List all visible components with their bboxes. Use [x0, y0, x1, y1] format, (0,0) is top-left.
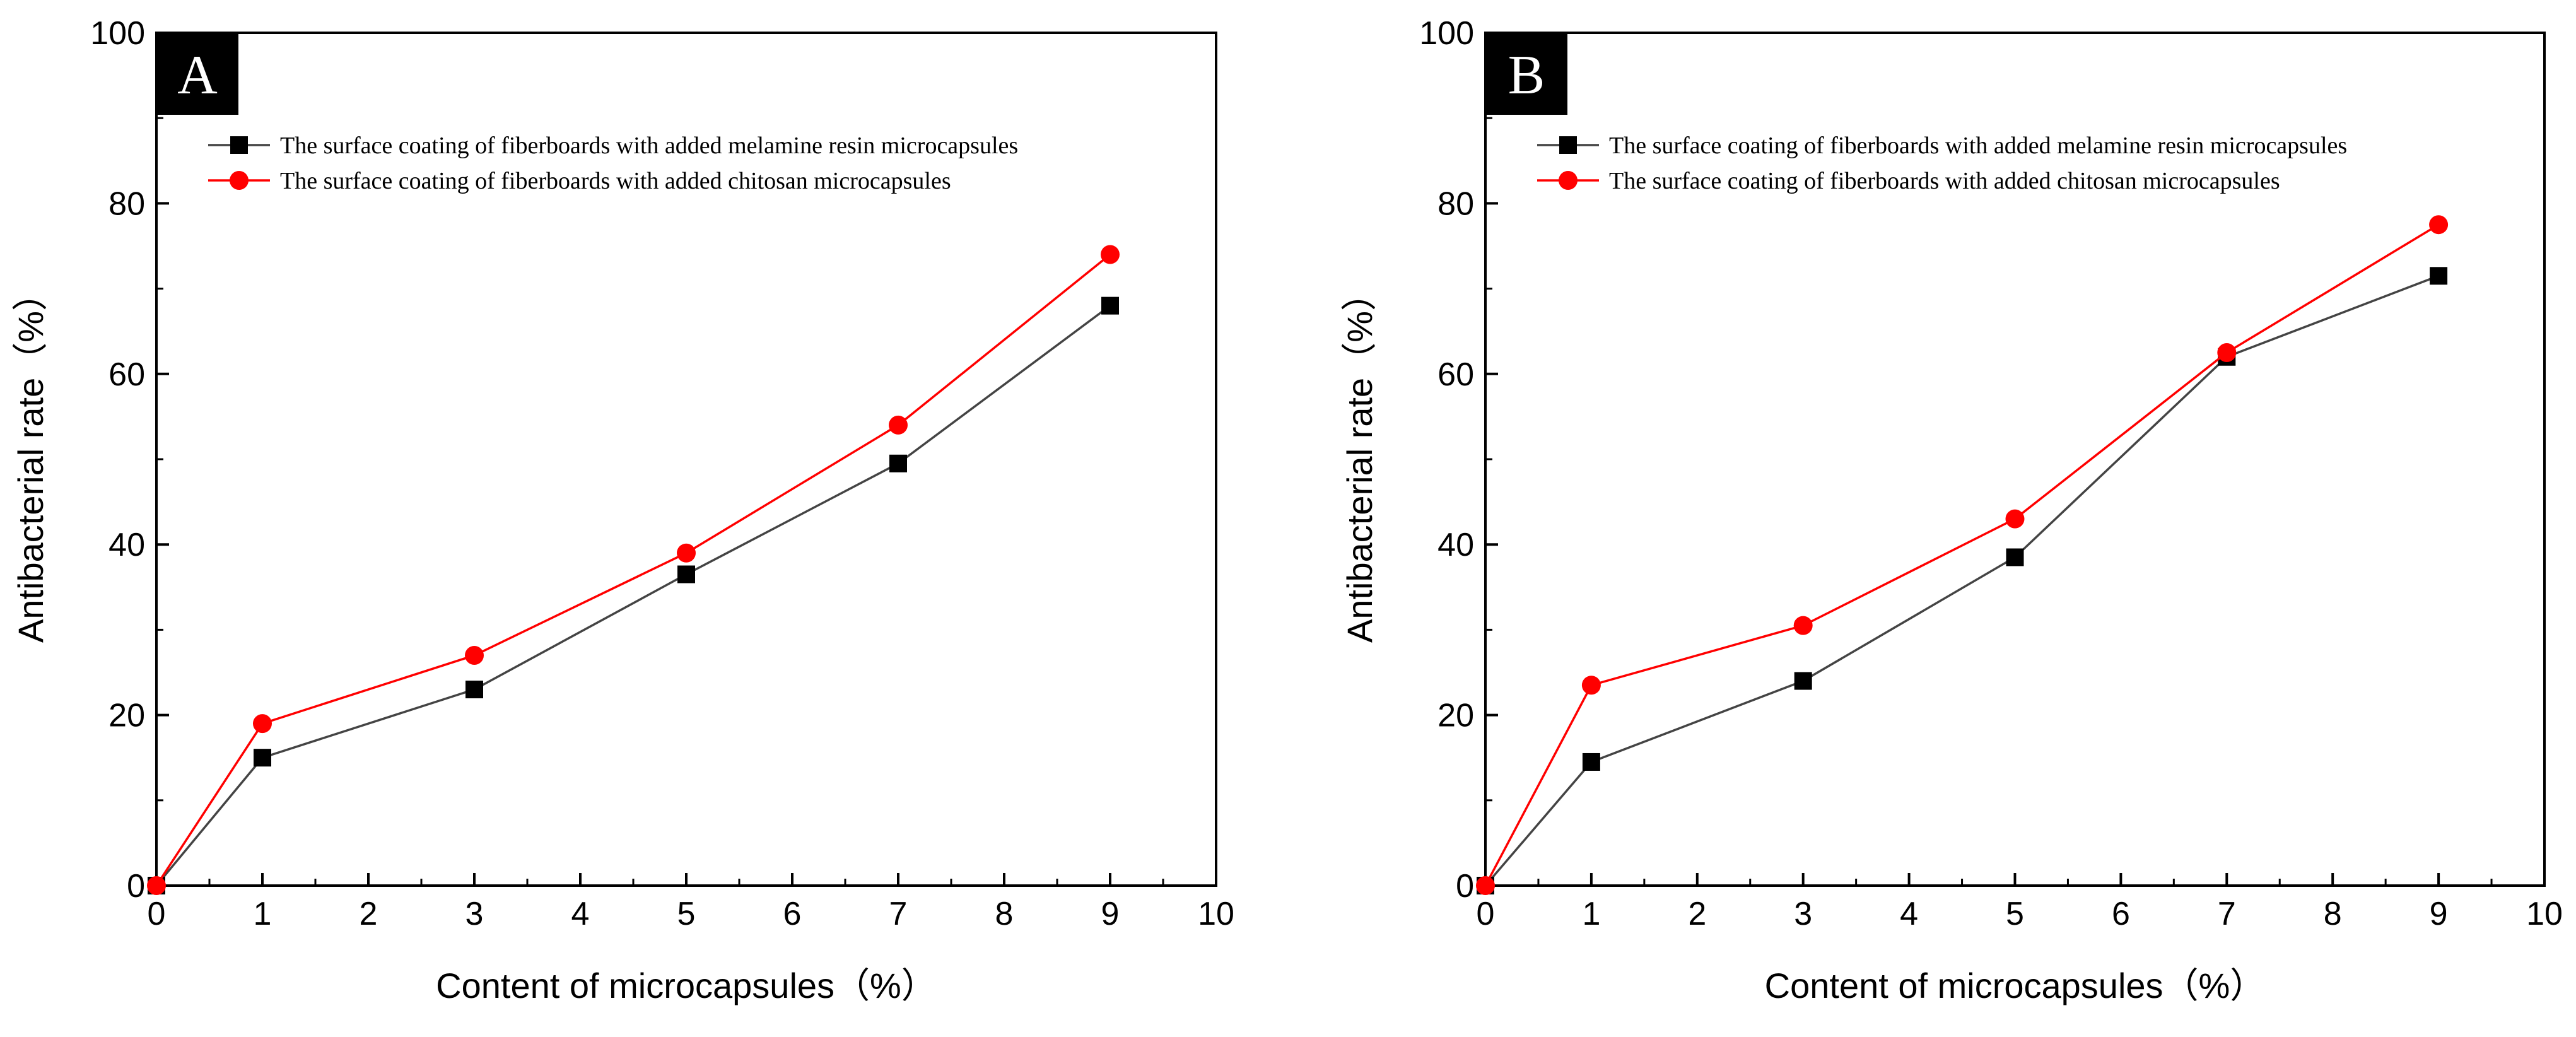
data-point-chitosan	[1101, 245, 1120, 264]
x-tick-label: 1	[1582, 896, 1600, 932]
series-line-melamine	[1484, 274, 2439, 887]
data-point-melamine	[2430, 267, 2448, 285]
data-point-melamine	[677, 565, 695, 583]
y-tick-label: 60	[1437, 356, 1474, 393]
legend-marker-circle	[1559, 171, 1578, 190]
x-tick-label: 0	[148, 896, 166, 932]
data-point-melamine	[1794, 672, 1812, 690]
x-axis-title: Content of microcapsules（%）	[436, 966, 937, 1005]
y-axis-title: Antibacterial rate（%）	[1340, 276, 1379, 643]
panel-label-box	[1485, 33, 1567, 115]
data-point-chitosan	[1581, 676, 1601, 695]
plot-frame	[1484, 32, 2546, 887]
y-tick-label: 100	[1419, 15, 1474, 52]
y-axis-title: Antibacterial rate（%）	[11, 276, 50, 643]
x-tick-label: 9	[2430, 896, 2448, 932]
panel-label: B	[1508, 45, 1545, 106]
x-tick-label: 2	[1688, 896, 1706, 932]
data-point-chitosan	[465, 645, 484, 665]
y-tick-label: 60	[108, 356, 145, 393]
x-tick-label: 10	[2526, 896, 2563, 932]
y-tick-label: 20	[108, 698, 145, 734]
data-point-melamine	[1101, 296, 1119, 315]
data-point-chitosan	[2217, 343, 2237, 362]
legend-marker-square	[230, 136, 248, 154]
data-point-chitosan	[2429, 215, 2449, 235]
data-point-melamine	[2006, 548, 2024, 566]
data-point-chitosan	[1476, 876, 1495, 895]
panel-label-box	[156, 33, 238, 115]
x-tick-label: 0	[1477, 896, 1495, 932]
x-tick-label: 8	[995, 896, 1014, 932]
x-tick-label: 3	[465, 896, 484, 932]
data-point-chitosan	[147, 876, 166, 895]
y-tick-label: 80	[1437, 185, 1474, 222]
legend-entry: The surface coating of fiberboards with …	[1609, 168, 2280, 194]
legend-entry: The surface coating of fiberboards with …	[280, 168, 951, 194]
x-tick-label: 7	[2218, 896, 2236, 932]
y-tick-label: 40	[108, 527, 145, 563]
plot-frame	[155, 32, 1217, 887]
legend-entry: The surface coating of fiberboards with …	[1609, 132, 2347, 159]
legend-entry: The surface coating of fiberboards with …	[280, 132, 1018, 159]
series-line-chitosan	[155, 254, 1111, 886]
panel-label: A	[177, 45, 218, 106]
y-tick-label: 80	[108, 185, 145, 222]
x-tick-label: 6	[783, 896, 802, 932]
data-point-chitosan	[889, 415, 908, 435]
data-point-melamine	[889, 454, 907, 472]
y-tick-label: 100	[90, 15, 145, 52]
x-tick-label: 4	[571, 896, 590, 932]
x-tick-label: 7	[889, 896, 908, 932]
x-tick-label: 10	[1198, 896, 1234, 932]
x-tick-label: 3	[1794, 896, 1812, 932]
data-point-chitosan	[253, 714, 272, 734]
y-tick-label: 0	[127, 868, 145, 905]
x-tick-label: 1	[254, 896, 272, 932]
x-tick-label: 2	[360, 896, 378, 932]
x-tick-label: 8	[2324, 896, 2342, 932]
data-point-melamine	[1582, 753, 1600, 771]
x-tick-label: 6	[2112, 896, 2130, 932]
x-tick-label: 5	[677, 896, 696, 932]
data-point-melamine	[465, 681, 483, 699]
data-point-melamine	[254, 749, 271, 767]
x-tick-label: 5	[2006, 896, 2024, 932]
y-tick-label: 20	[1437, 698, 1474, 734]
series-line-melamine	[155, 305, 1111, 887]
data-point-chitosan	[1793, 616, 1813, 635]
data-point-chitosan	[2005, 509, 2025, 529]
data-point-chitosan	[677, 543, 696, 563]
x-tick-label: 4	[1900, 896, 1918, 932]
y-tick-label: 40	[1437, 527, 1474, 563]
x-tick-label: 9	[1101, 896, 1120, 932]
x-axis-title: Content of microcapsules（%）	[1765, 966, 2266, 1005]
legend-marker-square	[1559, 136, 1577, 154]
series-line-chitosan	[1484, 223, 2440, 886]
y-tick-label: 0	[1456, 868, 1474, 905]
legend-marker-circle	[230, 171, 249, 190]
